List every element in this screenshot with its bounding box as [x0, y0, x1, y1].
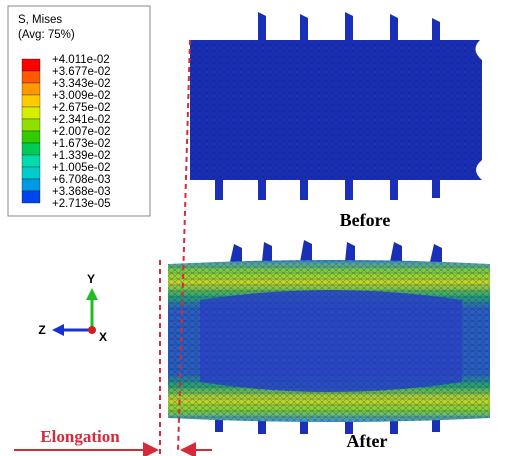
axis-label: Z	[38, 323, 45, 337]
axis-label: Y	[87, 272, 95, 286]
legend-label: +4.011e-02	[52, 54, 110, 66]
guide-line	[177, 39, 191, 453]
legend-title: S, Mises	[18, 14, 62, 26]
legend-label: +2.007e-02	[52, 126, 111, 138]
legend-label: +3.343e-02	[52, 78, 111, 90]
legend-label: +2.675e-02	[52, 102, 111, 114]
axis-triad	[52, 288, 98, 336]
legend-label: +3.677e-02	[52, 66, 111, 78]
legend-label: +3.368e-03	[52, 186, 111, 198]
legend-label: +1.673e-02	[52, 138, 111, 150]
legend-label: +3.009e-02	[52, 90, 111, 102]
after-caption: After	[347, 431, 388, 451]
legend-label: +1.339e-02	[52, 150, 111, 162]
legend-subtitle: (Avg: 75%)	[18, 29, 75, 41]
color-bar	[21, 58, 41, 204]
elongation-label: Elongation	[40, 427, 120, 446]
after-mesh	[168, 240, 490, 434]
axis-label: X	[99, 330, 107, 344]
legend-label: +6.708e-03	[52, 174, 111, 186]
legend-label: +1.005e-02	[52, 162, 111, 174]
before-mesh	[190, 12, 482, 200]
legend-label: +2.713e-05	[52, 198, 111, 210]
before-caption: Before	[340, 210, 391, 230]
legend-label: +2.341e-02	[52, 114, 111, 126]
